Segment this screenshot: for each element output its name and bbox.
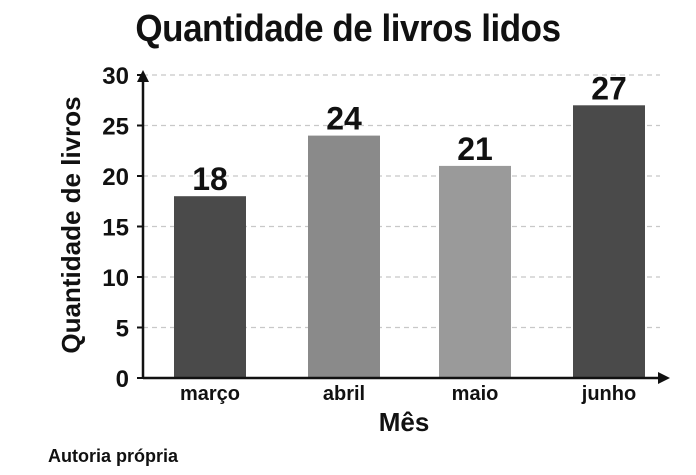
chart-title: Quantidade de livros lidos xyxy=(135,8,561,50)
x-tick-label-março: março xyxy=(180,383,240,405)
y-tick-label-25: 25 xyxy=(102,114,129,141)
y-axis-title: Quantidade de livros xyxy=(56,96,86,353)
bars xyxy=(174,105,645,379)
x-tick-label-abril: abril xyxy=(323,383,365,405)
y-tick-labels: 0 5 10 15 20 25 30 xyxy=(102,63,129,393)
source-note: Autoria própria xyxy=(48,446,179,466)
y-tick-label-5: 5 xyxy=(116,316,129,343)
data-label-junho: 27 xyxy=(591,70,627,106)
data-labels: 18 24 21 27 xyxy=(192,70,627,197)
bar-março xyxy=(174,196,246,378)
y-tick-label-15: 15 xyxy=(102,215,129,242)
axes xyxy=(137,70,670,384)
bar-abril xyxy=(308,135,380,378)
data-label-maio: 21 xyxy=(457,131,493,167)
bar-maio xyxy=(439,165,511,378)
y-axis-arrow xyxy=(137,70,149,82)
data-label-março: 18 xyxy=(192,161,228,197)
y-tick-label-20: 20 xyxy=(102,164,129,191)
y-tick-label-0: 0 xyxy=(116,366,129,393)
x-tick-label-junho: junho xyxy=(581,383,636,405)
y-tick-label-10: 10 xyxy=(102,265,129,292)
x-tick-label-maio: maio xyxy=(452,383,499,405)
x-tick-labels: março abril maio junho xyxy=(180,383,636,405)
x-axis-arrow xyxy=(658,372,670,384)
data-label-abril: 24 xyxy=(326,101,362,137)
y-tick-label-30: 30 xyxy=(102,63,129,90)
x-axis-title: Mês xyxy=(379,407,430,437)
bar-junho xyxy=(573,105,645,379)
